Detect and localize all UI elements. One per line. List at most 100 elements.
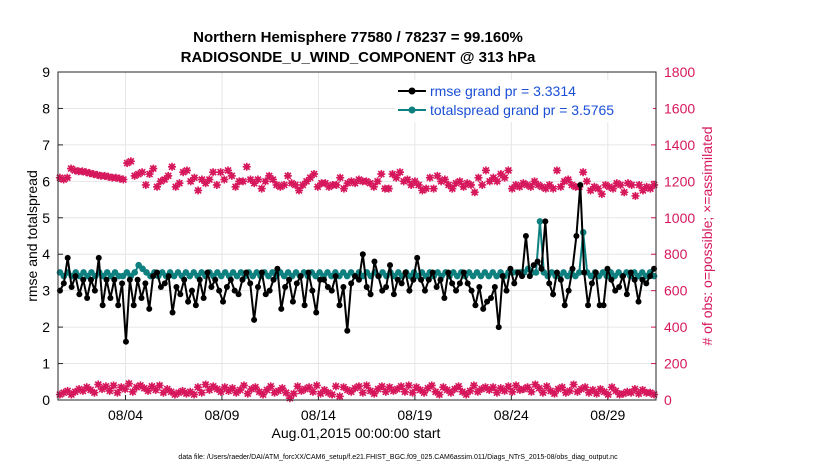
obs-marker-stroke [474, 174, 483, 182]
obs-marker-stroke [119, 175, 127, 184]
obs-marker-circle [317, 390, 324, 397]
obs-marker-circle [587, 187, 594, 194]
obs-marker-stroke [519, 179, 527, 187]
obs-point [145, 170, 154, 179]
obs-point [194, 186, 203, 195]
obs-marker-circle [427, 174, 433, 181]
obs-marker-circle [333, 383, 339, 390]
obs-marker-circle [268, 383, 274, 390]
obs-marker-stroke [445, 181, 453, 189]
obs-marker-circle [402, 389, 408, 395]
obs-point [331, 382, 340, 391]
rmse-point [511, 280, 518, 287]
obs-point [228, 384, 237, 393]
obs-point [339, 184, 348, 193]
obs-point [373, 177, 382, 186]
rmse-point [177, 291, 184, 298]
rmse-point [301, 302, 308, 309]
obs-marker-circle [264, 387, 270, 393]
obs-marker-circle [173, 184, 179, 190]
obs-marker-circle [536, 385, 542, 391]
obs-marker-stroke [209, 382, 217, 390]
obs-point [291, 180, 300, 189]
obs-marker-stroke [463, 179, 471, 187]
rmse-point [468, 287, 475, 294]
rmse-point [320, 276, 327, 283]
obs-marker-circle [460, 184, 467, 190]
obs-point [370, 389, 379, 398]
obs-marker-circle [490, 174, 497, 181]
rmse-point [278, 305, 285, 312]
obs-marker-circle [647, 185, 654, 192]
obs-point [527, 387, 536, 396]
obs-marker-circle [590, 387, 596, 393]
obs-marker-stroke [324, 389, 332, 397]
obs-point [212, 180, 221, 189]
obs-marker-stroke [146, 170, 154, 178]
obs-marker-stroke [213, 181, 221, 189]
obs-marker-stroke [527, 388, 535, 396]
legend: rmse grand pr = 3.3314 totalspread grand… [395, 80, 653, 122]
obs-marker-circle [120, 176, 127, 183]
rmse-point [464, 280, 471, 287]
obs-marker-circle [632, 386, 638, 392]
obs-marker-circle [126, 380, 132, 387]
obs-marker-stroke [405, 381, 413, 389]
obs-marker-circle [161, 176, 168, 183]
rmse-point [80, 276, 87, 283]
obs-marker-circle [421, 390, 427, 396]
obs-marker-circle [107, 388, 113, 394]
obs-point [119, 175, 128, 184]
obs-marker-stroke [89, 170, 98, 178]
obs-marker-circle [398, 383, 404, 390]
obs-point [550, 389, 559, 398]
obs-count-series [55, 157, 659, 403]
obs-point [155, 381, 164, 390]
obs-point [631, 191, 640, 200]
right-tick-label: 600 [664, 283, 688, 299]
obs-marker-circle [434, 173, 441, 179]
obs-marker-circle [471, 382, 477, 389]
obs-marker-circle [202, 180, 209, 186]
obs-point [312, 381, 321, 390]
rmse-point [99, 302, 106, 309]
rmse-point [274, 265, 281, 272]
rmse-point [588, 280, 595, 287]
rmse-point [328, 287, 335, 294]
obs-marker-stroke [538, 183, 546, 191]
obs-point [429, 184, 438, 193]
obs-marker-stroke [190, 174, 198, 182]
left-tick-label: 6 [42, 173, 50, 189]
right-tick-label: 1400 [664, 137, 695, 153]
obs-marker-stroke [646, 389, 654, 397]
obs-point [220, 175, 229, 184]
obs-marker-circle [329, 391, 335, 398]
rmse-point [293, 280, 300, 287]
rmse-point [565, 287, 572, 294]
obs-marker-circle [225, 167, 231, 174]
obs-point [541, 184, 550, 193]
rmse-point [600, 302, 607, 309]
obs-marker-stroke [596, 385, 604, 393]
obs-marker-stroke [305, 383, 313, 391]
obs-point [227, 171, 236, 180]
rmse-point [367, 291, 374, 298]
obs-marker-stroke [194, 186, 202, 195]
obs-point [358, 388, 367, 397]
rmse-point [577, 181, 584, 188]
obs-point [362, 381, 371, 390]
spread-point [131, 269, 139, 276]
rmse-point [286, 276, 293, 283]
right-tick-label: 1000 [664, 210, 695, 226]
obs-marker-circle [165, 173, 171, 179]
obs-marker-stroke [422, 185, 430, 193]
obs-marker-stroke [631, 385, 639, 393]
obs-point [435, 390, 444, 399]
obs-marker-circle [408, 182, 414, 188]
obs-marker-stroke [430, 185, 438, 193]
obs-marker-circle [303, 178, 310, 185]
rmse-point [573, 233, 580, 239]
rmse-point [336, 302, 343, 309]
obs-marker-circle [348, 389, 354, 395]
obs-point [138, 168, 147, 177]
